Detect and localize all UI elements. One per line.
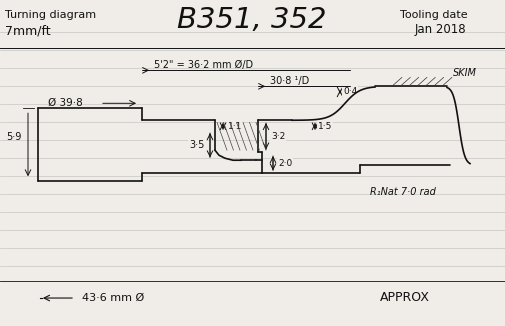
Text: 30·8 ¹/D: 30·8 ¹/D [270,76,309,86]
Text: SKIM: SKIM [453,68,477,78]
Text: B351, 352: B351, 352 [177,7,327,35]
Text: 7mm/ft: 7mm/ft [5,24,50,37]
Text: 3·5: 3·5 [189,140,205,150]
Text: 43·6 mm Ø: 43·6 mm Ø [82,293,144,303]
Text: 1·5: 1·5 [318,122,332,131]
Text: Ø 39·8: Ø 39·8 [48,97,83,107]
Text: R₁Nat 7·0 rad: R₁Nat 7·0 rad [370,187,436,197]
Text: 1·1: 1·1 [228,122,242,131]
Text: Turning diagram: Turning diagram [5,10,96,21]
Text: 5·9: 5·9 [6,132,22,142]
Text: 0·4: 0·4 [343,87,357,96]
Text: 5'2" = 36·2 mm Ø/D: 5'2" = 36·2 mm Ø/D [154,60,253,70]
Text: 2·0: 2·0 [278,159,292,168]
Text: APPROX: APPROX [380,291,430,304]
Text: 3·2: 3·2 [271,132,285,141]
Text: Tooling date: Tooling date [400,10,468,21]
Text: Jan 2018: Jan 2018 [415,23,467,37]
